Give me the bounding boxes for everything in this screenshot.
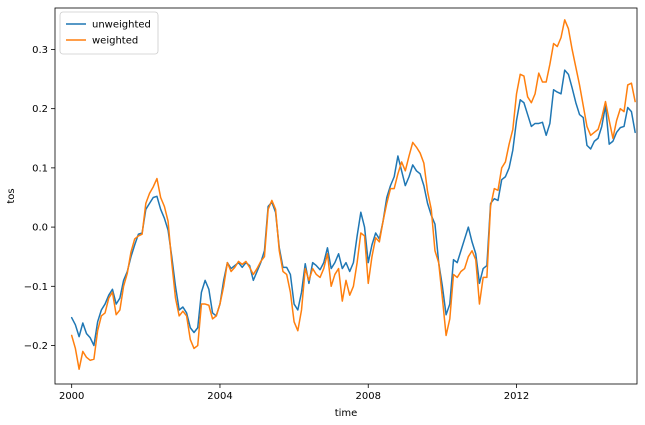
series-weighted xyxy=(70,19,636,370)
y-tick-label: −0.1 xyxy=(24,282,48,293)
y-tick-label: 0.3 xyxy=(32,45,48,56)
plot-area-frame xyxy=(54,7,638,385)
series-lines xyxy=(70,19,636,370)
legend-label: weighted xyxy=(92,36,138,47)
legend-label: unweighted xyxy=(92,20,151,31)
series-line-unweighted xyxy=(70,69,636,347)
x-axis-label: time xyxy=(335,408,358,419)
legend: unweighted weighted xyxy=(59,11,159,55)
y-axis-ticks: −0.2 −0.1 0.0 0.1 0.2 0.3 xyxy=(24,45,55,352)
series-unweighted xyxy=(70,69,636,347)
legend-box xyxy=(59,11,159,55)
x-tick-label: 2004 xyxy=(207,391,232,402)
y-tick-label: 0.0 xyxy=(32,223,48,234)
x-axis-ticks: 2000 2004 2008 2012 xyxy=(59,384,529,402)
x-tick-label: 2008 xyxy=(356,391,381,402)
x-tick-label: 2000 xyxy=(59,391,84,402)
y-tick-label: 0.2 xyxy=(32,104,48,115)
y-axis-label: tos xyxy=(6,188,17,203)
y-tick-label: −0.2 xyxy=(24,341,48,352)
x-tick-label: 2012 xyxy=(504,391,529,402)
series-line-weighted xyxy=(70,19,636,370)
y-tick-label: 0.1 xyxy=(32,163,48,174)
